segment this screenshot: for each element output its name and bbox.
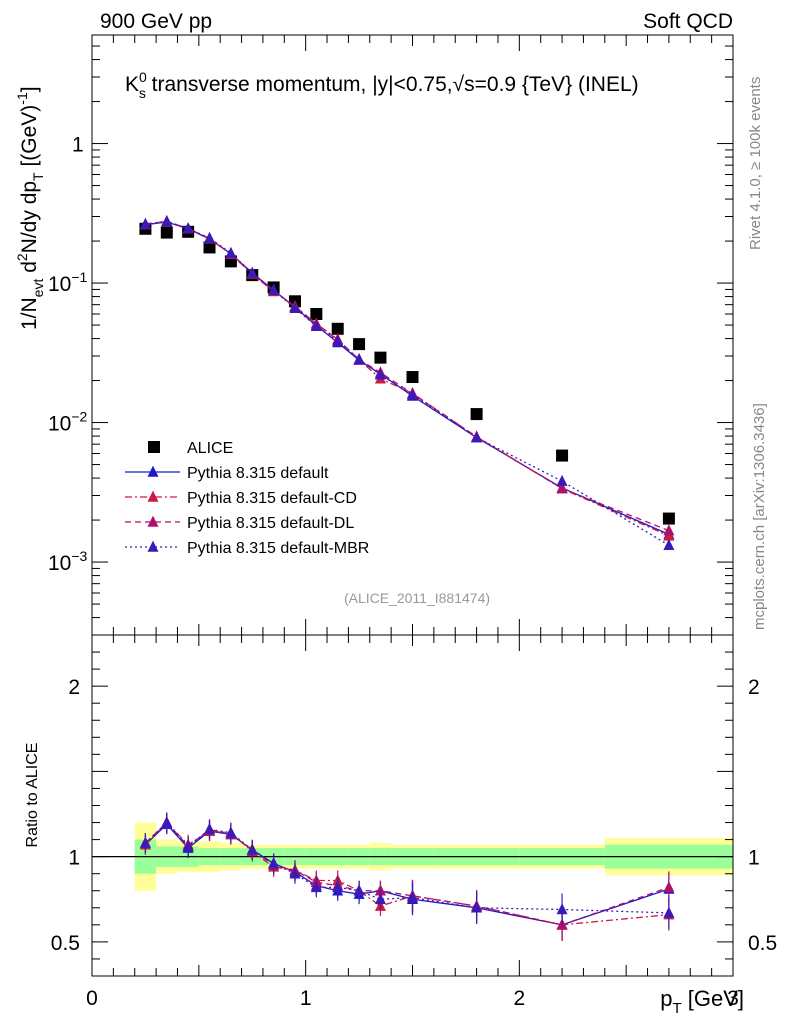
mc-point [289, 301, 301, 313]
mc-point [182, 222, 194, 234]
y-tick-label-main: 10−2 [48, 409, 88, 436]
ratio-point [225, 826, 237, 838]
ratio-point [663, 881, 675, 893]
y-tick-label-ratio: 2 [68, 676, 80, 699]
mc-point [556, 482, 568, 494]
data-point [406, 371, 419, 384]
y-tick-label-main: 10−3 [48, 548, 88, 575]
ratio-point [268, 857, 280, 869]
chart-title: K0 s transverse momentum, |y|<0.75,√s=0.9… [125, 69, 639, 101]
ratio-point [556, 903, 568, 915]
ratio-point [407, 891, 418, 903]
x-tick-label: 1 [300, 987, 312, 1010]
legend: ALICE Pythia 8.315 default Pythia 8.315 de… [125, 440, 369, 557]
legend-marker [147, 465, 159, 477]
main-panel: 10−3 10−2 10−1 1 K0 s transverse momentum, |… [14, 34, 734, 636]
legend-label: Pythia 8.315 default-DL [187, 515, 354, 532]
ratio-point [310, 881, 322, 893]
ratio-panel: 0.5 0.5 1 1 2 2 Ratio to ALICE [24, 634, 777, 977]
mc-point [332, 334, 344, 346]
series-line-ratio [144, 821, 669, 926]
x-tick-label: 2 [513, 987, 525, 1010]
mc-point [161, 215, 173, 227]
y-tick-label-ratio-right: 1 [748, 847, 760, 870]
mc-point [225, 246, 237, 258]
y-axis-label-ratio: Ratio to ALICE [24, 743, 41, 848]
y-axis-label-main: 1/Nevt d2N/dy dpT [(GeV)-1] [14, 86, 46, 330]
ratio-point [663, 906, 675, 918]
legend-marker [148, 441, 160, 453]
y-tick-label-ratio: 1 [68, 847, 80, 870]
header-left: 900 GeV pp [100, 10, 212, 33]
data-point [556, 449, 569, 462]
mcplots-reference-text: mcplots.cern.ch [arXiv:1306.3436] [751, 403, 768, 630]
mc-point [268, 283, 280, 295]
rivet-version-text: Rivet 4.1.0, ≥ 100k events [747, 77, 764, 250]
mc-point [246, 266, 258, 278]
data-point [310, 308, 323, 321]
mc-point [556, 474, 568, 486]
legend-marker [147, 515, 159, 527]
data-point [353, 338, 366, 351]
mc-point [204, 231, 216, 243]
header-right: Soft QCD [643, 10, 733, 33]
ratio-point [353, 884, 365, 896]
ratio-frame [91, 634, 734, 977]
ratio-point [374, 892, 386, 905]
data-point [662, 512, 675, 525]
data-point [374, 351, 387, 364]
ratio-point [182, 840, 194, 852]
legend-label: Pythia 8.315 default [187, 465, 329, 482]
data-point [160, 226, 173, 239]
y-tick-label-main: 1 [72, 134, 84, 157]
series-line-ratio [144, 821, 669, 914]
mc-point [663, 538, 675, 550]
legend-label: Pythia 8.315 default-MBR [187, 540, 369, 557]
ratio-point [246, 843, 258, 855]
legend-marker [147, 540, 159, 552]
analysis-tag: (ALICE_2011_I881474) [344, 590, 490, 606]
ratio-point [332, 881, 344, 893]
data-point [331, 322, 344, 335]
ratio-point [161, 816, 173, 828]
mc-point [310, 319, 322, 332]
ratio-point [139, 836, 151, 848]
x-tick-label: 3 [727, 987, 739, 1010]
ratio-point [289, 867, 301, 879]
mc-point [139, 217, 151, 229]
mc-point [374, 368, 386, 380]
mc-point [407, 388, 418, 400]
x-tick-label: 0 [86, 987, 98, 1010]
x-axis-label: pT [GeV] [660, 986, 744, 1017]
legend-label: ALICE [187, 440, 233, 457]
mc-point [353, 352, 365, 365]
mc-point [663, 524, 675, 536]
legend-label: Pythia 8.315 default-CD [187, 490, 357, 507]
y-tick-label-ratio-right: 2 [748, 676, 760, 699]
series-line-ratio [144, 821, 670, 926]
ratio-point [471, 901, 483, 913]
y-tick-label-ratio-right: 0.5 [748, 932, 777, 955]
series-line-main [145, 220, 670, 546]
data-point [203, 241, 216, 254]
mc-point [471, 431, 483, 443]
y-tick-label-ratio: 0.5 [51, 932, 80, 955]
legend-marker [147, 490, 159, 502]
series-line-ratio [144, 823, 670, 926]
ratio-point [204, 823, 216, 835]
y-tick-label-main: 10−1 [48, 269, 88, 296]
data-point [470, 408, 483, 421]
